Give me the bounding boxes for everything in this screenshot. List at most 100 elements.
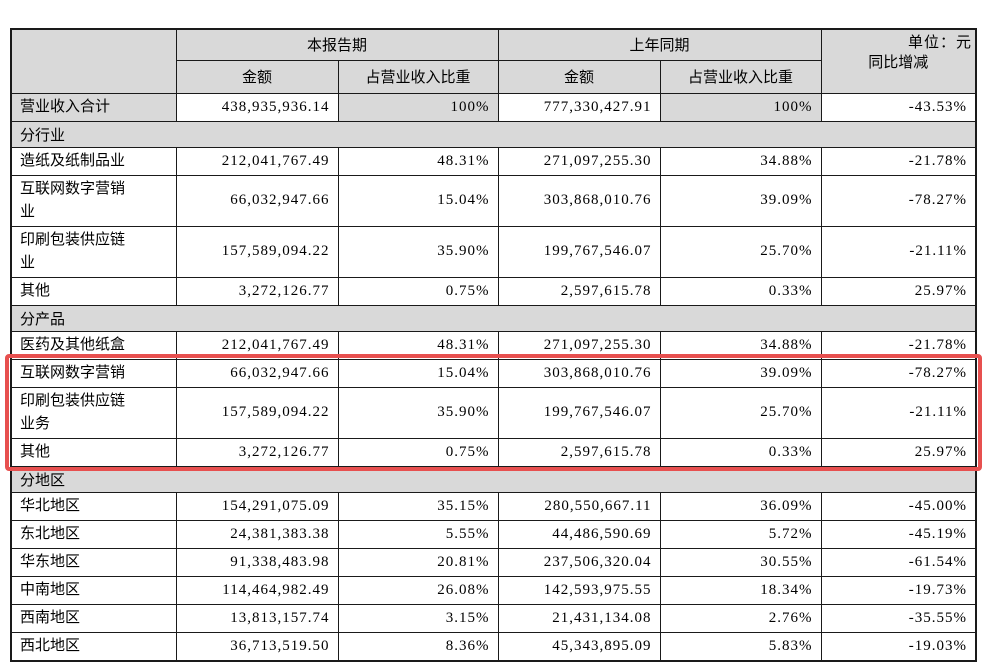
current-pct-cell: 3.15% [337,603,499,633]
current-amount-cell: 36,713,519.50 [175,631,339,661]
row-label-cell: 互联网数字营销业 [10,174,177,227]
current-pct-cell: 35.90% [337,225,499,278]
current-pct-cell: 35.90% [337,386,499,439]
table-body: 营业收入合计 438,935,936.14 100% 777,330,427.9… [10,92,977,661]
yoy-cell: -43.53% [820,92,977,122]
revenue-table: 本报告期 上年同期 同比增减 金额 占营业收入比重 金额 占营业收入比重 营业收… [10,28,978,662]
prior-amount-cell: 280,550,667.11 [497,491,661,521]
yoy-cell: -21.11% [820,386,977,439]
current-amount-cell: 13,813,157.74 [175,603,339,633]
current-pct-cell: 20.81% [337,547,499,577]
current-pct-cell: 15.04% [337,358,499,388]
header-prior-pct: 占营业收入比重 [659,59,822,94]
current-pct-cell: 0.75% [337,276,499,306]
current-pct-cell: 48.31% [337,330,499,360]
row-label-cell: 医药及其他纸盒 [10,330,177,360]
yoy-cell: -21.78% [820,330,977,360]
header-current-period: 本报告期 [175,28,499,61]
header-prior-period: 上年同期 [497,28,822,61]
row-label-cell: 其他 [10,276,177,306]
prior-amount-cell: 303,868,010.76 [497,174,661,227]
prior-amount-cell: 303,868,010.76 [497,358,661,388]
header-prior-amount: 金额 [497,59,661,94]
header-blank-cell [10,28,177,94]
prior-amount-cell: 199,767,546.07 [497,386,661,439]
yoy-cell: -61.54% [820,547,977,577]
table-header: 本报告期 上年同期 同比增减 金额 占营业收入比重 金额 占营业收入比重 [10,28,977,94]
row-label-cell: 华北地区 [10,491,177,521]
header-row-periods: 本报告期 上年同期 同比增减 [10,28,977,94]
section-header-row: 分行业 [10,120,977,148]
prior-pct-cell: 25.70% [659,386,822,439]
prior-amount-cell: 21,431,134.08 [497,603,661,633]
prior-amount-cell: 142,593,975.55 [497,575,661,605]
prior-pct-cell: 34.88% [659,330,822,360]
header-current-amount: 金额 [175,59,339,94]
row-label-cell: 西北地区 [10,631,177,661]
current-amount-cell: 24,381,383.38 [175,519,339,549]
current-pct-cell: 5.55% [337,519,499,549]
table-row: 其他 3,272,126.77 0.75% 2,597,615.78 0.33% 25.9… [10,276,977,306]
unit-label: 单位：元 [907,35,972,51]
prior-amount-cell: 237,506,320.04 [497,547,661,577]
current-amount-cell: 212,041,767.49 [175,146,339,176]
yoy-cell: -21.78% [820,146,977,176]
row-label-cell: 其他 [10,437,177,467]
prior-pct-cell: 0.33% [659,437,822,467]
current-amount-cell: 3,272,126.77 [175,437,339,467]
table-row: 东北地区 24,381,383.38 5.55% 44,486,590.69 5.72%… [10,519,977,549]
current-pct-cell: 35.15% [337,491,499,521]
yoy-cell: -78.27% [820,174,977,227]
prior-amount-cell: 777,330,427.91 [497,92,661,122]
table-row: 西南地区 13,813,157.74 3.15% 21,431,134.08 2.76%… [10,603,977,633]
prior-pct-cell: 39.09% [659,174,822,227]
header-yoy: 同比增减 [820,28,977,94]
report-page: { "unit_label": "单位：元", "colors": { "sha… [0,28,984,669]
current-pct-cell: 0.75% [337,437,499,467]
section-title: 分产品 [10,304,977,332]
current-amount-cell: 157,589,094.22 [175,225,339,278]
section-title: 分地区 [10,465,977,493]
prior-pct-cell: 100% [659,92,822,122]
prior-amount-cell: 271,097,255.30 [497,146,661,176]
current-amount-cell: 66,032,947.66 [175,174,339,227]
prior-pct-cell: 25.70% [659,225,822,278]
prior-amount-cell: 199,767,546.07 [497,225,661,278]
row-label-cell: 华东地区 [10,547,177,577]
row-label-cell: 中南地区 [10,575,177,605]
yoy-cell: 25.97% [820,437,977,467]
table-row: 医药及其他纸盒 212,041,767.49 48.31% 271,097,255.3… [10,330,977,360]
current-amount-cell: 3,272,126.77 [175,276,339,306]
table-row: 其他 3,272,126.77 0.75% 2,597,615.78 0.33% 25.9… [10,437,977,467]
row-label-cell: 印刷包装供应链业 [10,225,177,278]
prior-pct-cell: 0.33% [659,276,822,306]
yoy-cell: -35.55% [820,603,977,633]
current-amount-cell: 438,935,936.14 [175,92,339,122]
table-row: 华北地区 154,291,075.09 35.15% 280,550,667.11 36… [10,491,977,521]
row-label-cell: 东北地区 [10,519,177,549]
table-row: 中南地区 114,464,982.49 26.08% 142,593,975.55 18… [10,575,977,605]
prior-pct-cell: 36.09% [659,491,822,521]
table-row: 印刷包装供应链业 157,589,094.22 35.90% 199,767,546.… [10,225,977,278]
yoy-cell: 25.97% [820,276,977,306]
prior-pct-cell: 39.09% [659,358,822,388]
row-label-cell: 造纸及纸制品业 [10,146,177,176]
current-pct-cell: 100% [337,92,499,122]
current-pct-cell: 48.31% [337,146,499,176]
prior-amount-cell: 2,597,615.78 [497,276,661,306]
current-amount-cell: 91,338,483.98 [175,547,339,577]
prior-amount-cell: 2,597,615.78 [497,437,661,467]
yoy-cell: -45.00% [820,491,977,521]
table-row: 互联网数字营销 66,032,947.66 15.04% 303,868,010.76… [10,358,977,388]
yoy-cell: -78.27% [820,358,977,388]
total-revenue-row: 营业收入合计 438,935,936.14 100% 777,330,427.9… [10,92,977,122]
current-amount-cell: 66,032,947.66 [175,358,339,388]
prior-amount-cell: 44,486,590.69 [497,519,661,549]
yoy-cell: -19.73% [820,575,977,605]
prior-amount-cell: 45,343,895.09 [497,631,661,661]
section-header-row: 分产品 [10,304,977,332]
table-row: 互联网数字营销业 66,032,947.66 15.04% 303,868,010.7… [10,174,977,227]
row-label-cell: 西南地区 [10,603,177,633]
prior-pct-cell: 18.34% [659,575,822,605]
current-amount-cell: 114,464,982.49 [175,575,339,605]
